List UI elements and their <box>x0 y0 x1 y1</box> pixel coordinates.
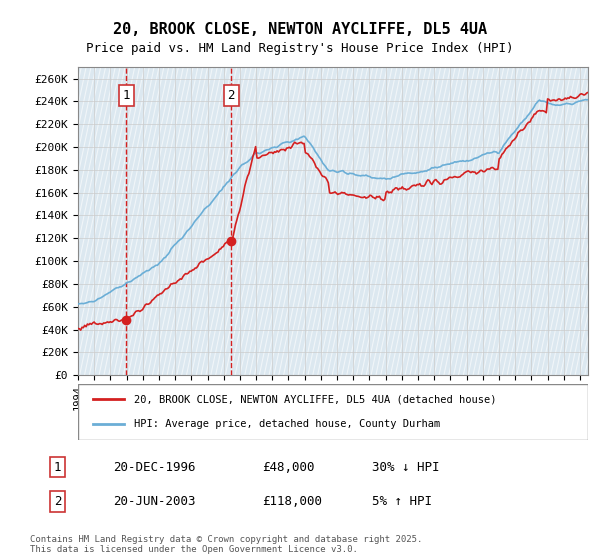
Text: 2: 2 <box>54 495 61 508</box>
Text: Contains HM Land Registry data © Crown copyright and database right 2025.
This d: Contains HM Land Registry data © Crown c… <box>30 535 422 554</box>
Text: 30% ↓ HPI: 30% ↓ HPI <box>372 461 440 474</box>
Text: £48,000: £48,000 <box>262 461 314 474</box>
Text: 20-DEC-1996: 20-DEC-1996 <box>113 461 196 474</box>
Text: 20-JUN-2003: 20-JUN-2003 <box>113 495 196 508</box>
Text: 1: 1 <box>54 461 61 474</box>
FancyBboxPatch shape <box>78 384 588 440</box>
Text: 20, BROOK CLOSE, NEWTON AYCLIFFE, DL5 4UA (detached house): 20, BROOK CLOSE, NEWTON AYCLIFFE, DL5 4U… <box>134 394 497 404</box>
Text: £118,000: £118,000 <box>262 495 322 508</box>
Text: HPI: Average price, detached house, County Durham: HPI: Average price, detached house, Coun… <box>134 419 440 429</box>
Text: 1: 1 <box>122 89 130 102</box>
Text: 2: 2 <box>227 89 235 102</box>
Text: 20, BROOK CLOSE, NEWTON AYCLIFFE, DL5 4UA: 20, BROOK CLOSE, NEWTON AYCLIFFE, DL5 4U… <box>113 22 487 38</box>
Text: Price paid vs. HM Land Registry's House Price Index (HPI): Price paid vs. HM Land Registry's House … <box>86 42 514 55</box>
Text: 5% ↑ HPI: 5% ↑ HPI <box>372 495 432 508</box>
